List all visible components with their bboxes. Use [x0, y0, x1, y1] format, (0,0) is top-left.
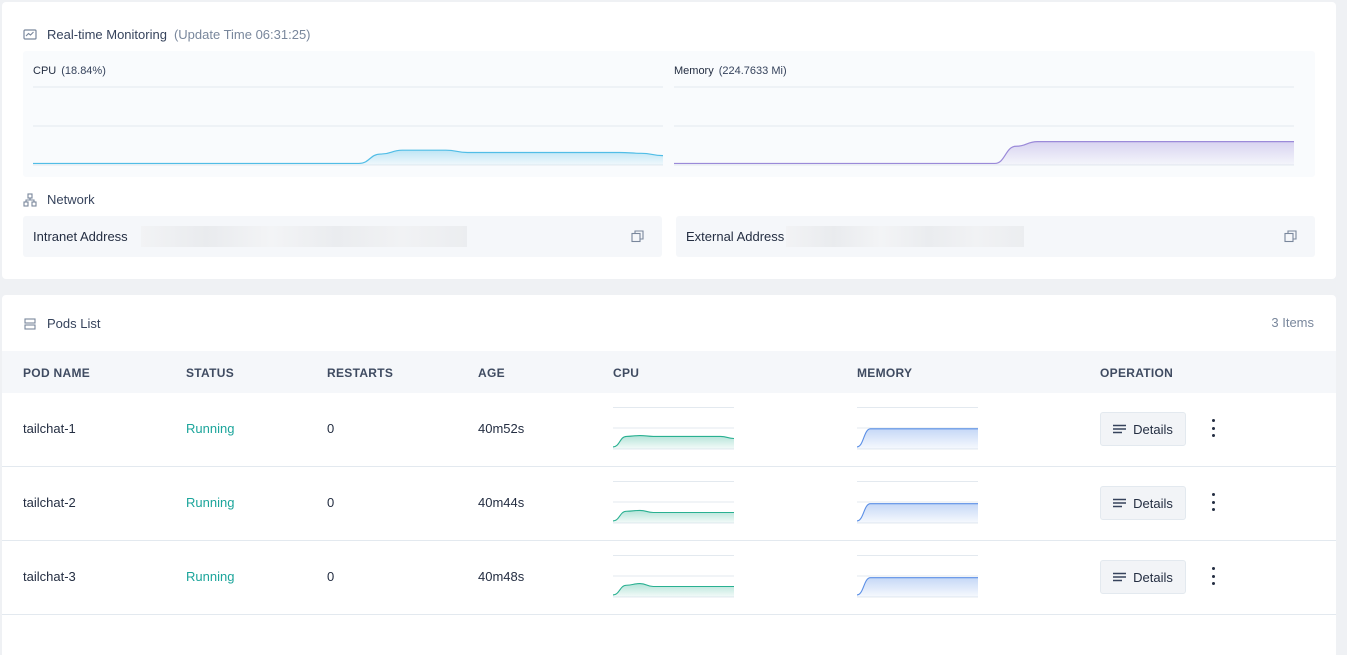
pods-title: Pods List — [47, 316, 101, 331]
column-cpu: CPU — [613, 366, 640, 380]
restarts-value: 0 — [327, 421, 335, 436]
list-lines-icon — [1113, 498, 1127, 508]
series-area — [857, 577, 978, 597]
network-topology-icon — [23, 192, 37, 207]
pod-memory-sparkline — [857, 407, 978, 450]
cpu-chart-label: CPU (18.84%) — [33, 65, 106, 77]
series-area — [613, 435, 734, 449]
network-title: Network — [47, 192, 95, 207]
vertical-ellipsis-icon[interactable] — [1205, 417, 1221, 439]
series-area — [857, 503, 978, 523]
list-lines-icon — [1113, 572, 1127, 582]
table-row[interactable]: tailchat-3 Running 0 40m48s Details — [2, 541, 1336, 615]
external-address-label: External Address — [686, 229, 785, 244]
series-line — [613, 435, 735, 448]
copy-icon[interactable] — [1284, 230, 1297, 243]
restarts-value: 0 — [327, 495, 335, 510]
pod-memory-sparkline — [857, 481, 978, 524]
pods-count: 3 Items — [1271, 315, 1314, 330]
pods-card: Pods List 3 Items POD NAME STATUS RESTAR… — [2, 295, 1336, 655]
server-list-icon — [24, 317, 36, 330]
series-area — [613, 583, 734, 597]
network-header: Network — [23, 192, 95, 207]
cpu-chart-svg — [33, 86, 663, 166]
column-restarts: RESTARTS — [327, 366, 394, 380]
details-label: Details — [1133, 569, 1173, 585]
series-line — [613, 509, 734, 522]
monitoring-title: Real-time Monitoring — [47, 27, 167, 42]
cpu-value: (18.84%) — [61, 65, 106, 77]
status-text: Running — [186, 495, 235, 510]
age-value: 40m44s — [478, 495, 525, 510]
series-line — [857, 428, 978, 448]
series-line — [33, 149, 663, 165]
pods-table-header: POD NAME STATUS RESTARTS AGE CPU MEMORY … — [2, 351, 1336, 393]
column-operation: OPERATION — [1100, 366, 1174, 380]
memory-value: (224.7633 Mi) — [718, 65, 787, 77]
vertical-ellipsis-icon[interactable] — [1205, 491, 1221, 513]
series-line — [613, 583, 734, 596]
intranet-address-value-redacted — [141, 226, 467, 247]
pods-header: Pods List — [23, 316, 100, 331]
series-line — [857, 577, 978, 596]
column-memory: MEMORY — [857, 366, 913, 380]
details-label: Details — [1133, 421, 1173, 437]
chart-panel-icon — [23, 28, 37, 40]
details-label: Details — [1133, 495, 1173, 511]
series-area — [857, 428, 978, 449]
age-value: 40m52s — [478, 421, 525, 436]
details-button[interactable]: Details — [1100, 412, 1186, 446]
status-text: Running — [186, 421, 235, 436]
pod-name[interactable]: tailchat-1 — [23, 421, 76, 436]
list-lines-icon — [1113, 424, 1127, 434]
column-age: AGE — [478, 366, 505, 380]
pod-memory-sparkline — [857, 555, 978, 598]
cpu-chart: CPU (18.84%) — [23, 51, 663, 177]
intranet-address-label: Intranet Address — [33, 229, 128, 244]
monitoring-charts: CPU (18.84%) Memory (224.7633 Mi) — [23, 51, 1315, 177]
cpu-label: CPU — [33, 65, 57, 77]
column-status: STATUS — [186, 366, 235, 380]
memory-chart-svg — [674, 86, 1294, 166]
memory-label: Memory — [674, 65, 714, 77]
external-address-box: External Address — [676, 216, 1315, 257]
details-button[interactable]: Details — [1100, 560, 1186, 594]
external-address-value-redacted — [786, 226, 1024, 247]
status-text: Running — [186, 569, 235, 584]
table-row[interactable]: tailchat-1 Running 0 40m52s Details — [2, 393, 1336, 467]
monitoring-card: Real-time Monitoring (Update Time 06:31:… — [2, 2, 1336, 279]
column-pod-name: POD NAME — [23, 366, 91, 380]
table-row[interactable]: tailchat-2 Running 0 40m44s Details — [2, 467, 1336, 541]
vertical-ellipsis-icon[interactable] — [1205, 565, 1221, 587]
pod-cpu-sparkline — [613, 555, 734, 598]
pod-name[interactable]: tailchat-3 — [23, 569, 76, 584]
monitoring-header: Real-time Monitoring (Update Time 06:31:… — [23, 27, 311, 42]
details-button[interactable]: Details — [1100, 486, 1186, 520]
intranet-address-box: Intranet Address — [23, 216, 662, 257]
memory-chart-label: Memory (224.7633 Mi) — [674, 65, 787, 77]
age-value: 40m48s — [478, 569, 525, 584]
pod-cpu-sparkline — [613, 481, 734, 524]
restarts-value: 0 — [327, 569, 335, 584]
series-area — [33, 150, 663, 165]
pod-cpu-sparkline — [613, 407, 735, 450]
series-area — [613, 510, 734, 523]
copy-icon[interactable] — [631, 230, 644, 243]
series-area — [674, 141, 1294, 165]
update-time: (Update Time 06:31:25) — [173, 27, 311, 42]
pod-name[interactable]: tailchat-2 — [23, 495, 76, 510]
memory-chart: Memory (224.7633 Mi) — [664, 51, 1294, 177]
series-line — [674, 141, 1294, 165]
series-line — [857, 503, 978, 522]
